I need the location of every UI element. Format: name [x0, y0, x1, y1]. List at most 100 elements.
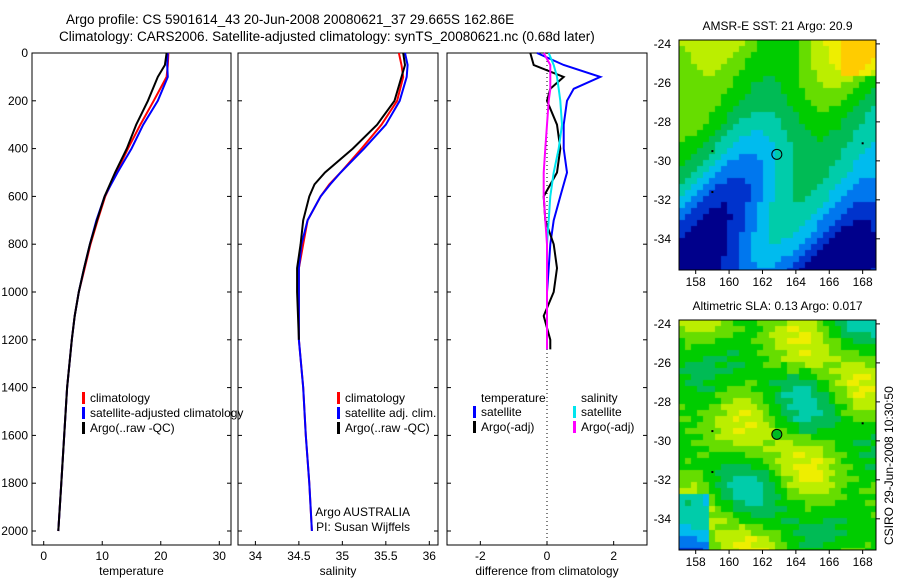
y-tick-label: -28	[654, 395, 672, 409]
y-tick-label: -28	[654, 115, 672, 129]
x-tick-label: 158	[686, 275, 706, 289]
y-tick-label: -32	[654, 473, 672, 487]
x-tick-label: 30	[213, 549, 227, 563]
legend-label: satellite	[481, 405, 522, 419]
legend-swatch	[473, 406, 476, 418]
x-tick-label: 20	[154, 549, 168, 563]
legend-label: satellite	[581, 405, 622, 419]
float-marker	[861, 422, 864, 425]
legend-label: Argo(-adj)	[481, 420, 534, 434]
legend-label: Argo(..raw -QC)	[90, 421, 175, 435]
legend-swatch	[337, 422, 340, 434]
y-tick-label: 200	[8, 94, 28, 108]
x-tick-label: 0	[40, 549, 47, 563]
annotation-line: PI: Susan Wijffels	[316, 520, 410, 534]
legend-swatch	[573, 421, 576, 433]
y-tick-label: -32	[654, 193, 672, 207]
series-line-argo	[296, 52, 407, 340]
x-tick-label: 160	[719, 555, 739, 569]
map-title: Altimetric SLA: 0.13 Argo: 0.017	[692, 299, 862, 313]
x-axis-label: salinity	[320, 564, 357, 578]
y-tick-label: 1800	[1, 476, 28, 490]
series-line-satellite	[297, 52, 409, 532]
y-tick-label: 400	[8, 142, 28, 156]
float-marker	[711, 430, 714, 433]
legend-label: climatology	[90, 391, 150, 405]
title-line2: Climatology: CARS2006. Satellite-adjuste…	[59, 29, 595, 44]
legend-header: salinity	[581, 391, 618, 405]
y-tick-label: 1000	[1, 285, 28, 299]
map-frame	[678, 319, 877, 551]
y-tick-label: -34	[654, 232, 672, 246]
map-title: AMSR-E SST: 21 Argo: 20.9	[702, 19, 852, 33]
y-tick-label: 600	[8, 189, 28, 203]
x-tick-label: 35	[336, 549, 350, 563]
legend-label: climatology	[345, 391, 405, 405]
y-tick-label: -30	[654, 434, 672, 448]
y-tick-label: -24	[654, 317, 672, 331]
series-line-climatology	[297, 52, 405, 532]
y-tick-label: -26	[654, 76, 672, 90]
x-tick-label: 36	[423, 549, 437, 563]
x-tick-label: -2	[475, 549, 486, 563]
x-tick-label: 166	[819, 275, 839, 289]
x-tick-label: 35.5	[374, 549, 398, 563]
float-marker	[711, 471, 714, 474]
map-frame	[678, 39, 877, 271]
annotation-line: Argo AUSTRALIA	[315, 505, 410, 519]
float-marker	[861, 142, 864, 145]
axes-box	[31, 52, 232, 546]
legend-label: Argo(..raw -QC)	[345, 421, 430, 435]
float-marker	[711, 150, 714, 153]
legend-swatch	[473, 421, 476, 433]
credit-text: CSIRO 29-Jun-2008 10:30:50	[882, 386, 896, 545]
x-tick-label: 158	[686, 555, 706, 569]
legend-swatch	[337, 407, 340, 419]
y-tick-label: -34	[654, 512, 672, 526]
float-marker	[711, 191, 714, 194]
x-tick-label: 160	[719, 275, 739, 289]
series-line-satellite	[57, 52, 169, 532]
legend-swatch	[82, 422, 85, 434]
y-tick-label: 1600	[1, 428, 28, 442]
x-tick-label: 10	[96, 549, 110, 563]
argo-position-marker	[771, 148, 783, 160]
x-tick-label: 162	[752, 275, 772, 289]
x-tick-label: 164	[786, 275, 806, 289]
argo-position-marker	[771, 428, 783, 440]
y-tick-label: 1400	[1, 381, 28, 395]
y-tick-label: 2000	[1, 524, 28, 538]
y-tick-label: 0	[21, 46, 28, 60]
legend-label: satellite adj. clim.	[345, 406, 436, 420]
sst-map-image	[679, 40, 876, 270]
legend-swatch	[82, 392, 85, 404]
x-tick-label: 34	[249, 549, 263, 563]
legend-label: satellite-adjusted climatology	[90, 406, 243, 420]
x-tick-label: 162	[752, 555, 772, 569]
legend-swatch	[337, 392, 340, 404]
y-tick-label: 800	[8, 237, 28, 251]
x-tick-label: 0	[544, 549, 551, 563]
x-tick-label: 168	[853, 275, 873, 289]
y-tick-label: -26	[654, 356, 672, 370]
x-axis-label: difference from climatology	[475, 564, 618, 578]
series-line-climatology	[57, 52, 170, 532]
y-tick-label: 1200	[1, 333, 28, 347]
legend-swatch	[82, 407, 85, 419]
legend-header: temperature	[481, 391, 546, 405]
x-axis-label: temperature	[99, 564, 164, 578]
x-tick-label: 34.5	[287, 549, 311, 563]
x-tick-label: 166	[819, 555, 839, 569]
title-line1: Argo profile: CS 5901614_43 20-Jun-2008 …	[66, 12, 515, 27]
legend-swatch	[573, 406, 576, 418]
series-line-sal_argo	[542, 52, 552, 350]
y-tick-label: -30	[654, 154, 672, 168]
x-tick-label: 164	[786, 555, 806, 569]
series-line-argo	[57, 52, 168, 532]
x-tick-label: 168	[853, 555, 873, 569]
legend-label: Argo(-adj)	[581, 420, 634, 434]
x-tick-label: 2	[610, 549, 617, 563]
axes-box	[237, 52, 439, 546]
